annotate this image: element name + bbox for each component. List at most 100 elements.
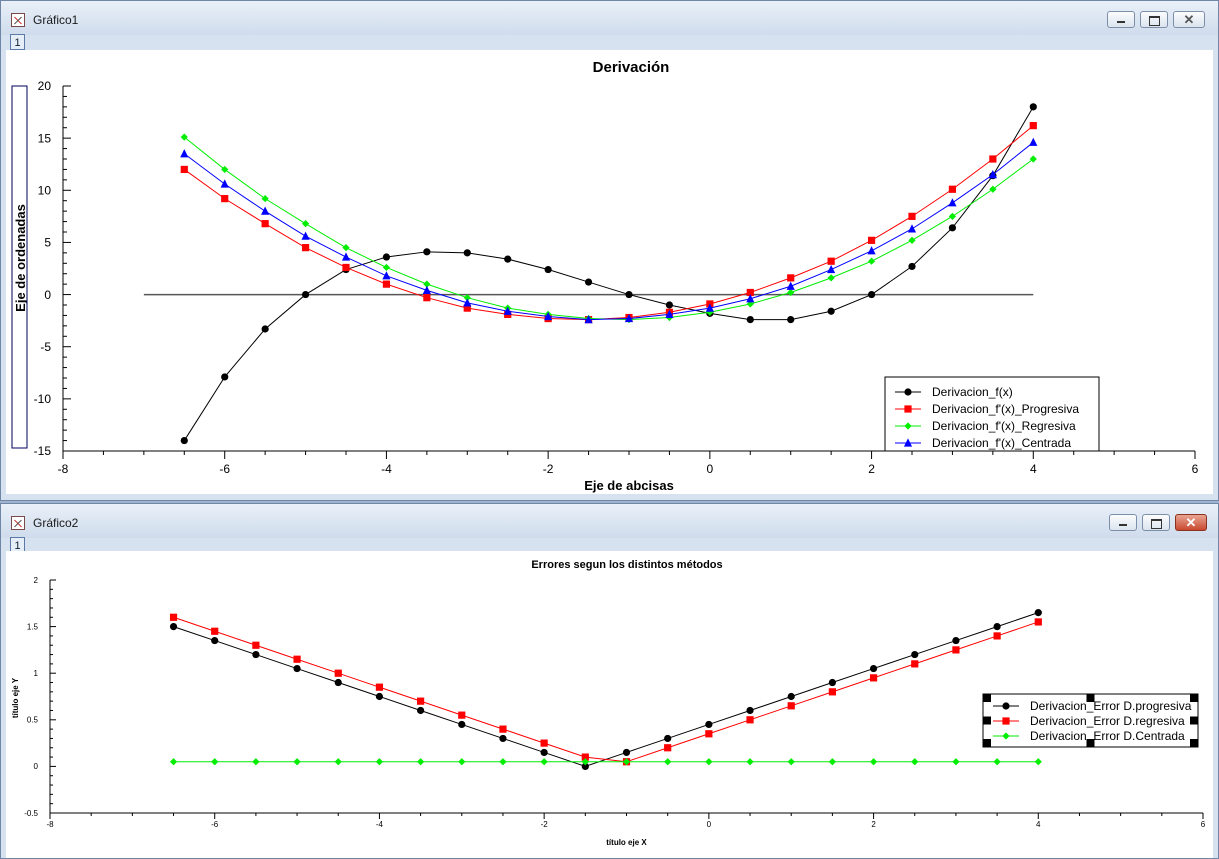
data-point (463, 298, 472, 307)
data-point (375, 758, 384, 766)
series-line-1 (183, 106, 1034, 441)
chart-app-icon (11, 516, 25, 530)
data-point (180, 149, 189, 158)
legend-resize-handle (1086, 694, 1095, 702)
x-tick-label: 6 (1192, 462, 1199, 476)
data-point (261, 206, 270, 215)
legend-swatch-marker (904, 405, 912, 413)
data-point (993, 632, 1001, 640)
data-point (458, 758, 466, 766)
data-point (787, 274, 795, 282)
data-point (911, 650, 919, 659)
x-tick-label: -6 (211, 820, 219, 829)
data-point (341, 252, 351, 261)
chart-derivacion: -8 -6 -4 -2 0 2 4 6 -15 -10 -5 0 5 10 15 20 Derivación Ej… (6, 50, 1213, 494)
data-point (540, 739, 548, 747)
chart-title: Derivación (593, 59, 670, 76)
y-label-frame (11, 85, 28, 449)
legend-resize-handle (983, 716, 991, 725)
data-point (417, 758, 425, 766)
maximize-button[interactable] (1140, 11, 1168, 28)
close-icon: ✕ (1183, 12, 1195, 27)
data-point (787, 702, 795, 710)
data-point (948, 212, 957, 220)
title-bar[interactable]: Gráfico1 ✕ (1, 1, 1218, 35)
y-axis-label: título eje Y (11, 677, 20, 718)
y-axis-label: Eje de ordenadas (13, 204, 28, 312)
data-point (221, 195, 229, 203)
y-tick-label: 5 (44, 236, 51, 250)
data-point (746, 316, 754, 324)
legend-resize-handle (1190, 694, 1198, 702)
data-point (301, 231, 310, 240)
data-point (993, 758, 1001, 766)
data-point (261, 220, 269, 228)
legend-item: Derivacion_Error D.Centrada (1030, 729, 1185, 743)
minimize-button[interactable] (1107, 11, 1135, 28)
data-point (827, 274, 835, 282)
x-axis-label: título eje X (606, 838, 647, 847)
legend-item: Derivacion_f'(x)_Centrada (932, 436, 1071, 450)
data-point (1029, 122, 1037, 130)
y-tick-label: -10 (34, 392, 52, 406)
legend-swatch-marker (1002, 732, 1010, 740)
legend-resize-handle (1190, 716, 1198, 725)
y-tick-label: 0 (34, 762, 39, 771)
close-icon: ✕ (1185, 515, 1197, 530)
x-tick-label: -6 (219, 462, 230, 476)
data-point (342, 244, 350, 252)
data-point (867, 246, 876, 255)
data-point (952, 646, 960, 654)
data-point (827, 307, 835, 315)
data-point (499, 758, 507, 766)
data-point (948, 198, 957, 207)
data-point (625, 290, 633, 299)
minimize-button[interactable] (1109, 514, 1137, 531)
data-point (301, 220, 310, 228)
data-point (1029, 155, 1037, 163)
data-point (787, 288, 795, 297)
data-point (867, 257, 876, 265)
data-point (261, 195, 269, 203)
data-point (252, 650, 260, 659)
data-point (581, 753, 589, 761)
data-point (252, 758, 260, 766)
data-point (293, 758, 301, 766)
data-point (828, 688, 836, 696)
data-point (989, 185, 997, 193)
data-point (828, 758, 836, 766)
maximize-button[interactable] (1142, 514, 1170, 531)
data-point (221, 165, 229, 174)
title-bar[interactable]: Gráfico2 ✕ (1, 504, 1218, 538)
data-point (334, 678, 342, 687)
data-point (907, 224, 917, 233)
data-point (827, 257, 835, 265)
data-point (581, 758, 589, 766)
series-line-2 (173, 616, 1039, 763)
legend-swatch-marker (904, 388, 912, 396)
data-point (169, 758, 178, 766)
data-point (544, 265, 552, 274)
chart-title: Errores segun los distintos métodos (531, 559, 722, 571)
close-button[interactable]: ✕ (1175, 514, 1207, 531)
data-point (417, 697, 425, 705)
data-point (540, 748, 548, 757)
data-point (503, 306, 512, 315)
y-tick-label: 1.5 (27, 622, 39, 631)
data-point (463, 304, 471, 312)
legend-swatch-marker (1002, 702, 1010, 710)
data-point (382, 280, 391, 288)
data-point (544, 311, 553, 321)
y-tick-label: 15 (38, 131, 52, 145)
data-point (705, 730, 713, 738)
window-title: Gráfico1 (33, 13, 79, 27)
chart-tab[interactable]: 1 (10, 34, 25, 50)
x-tick-label: 4 (1036, 820, 1041, 829)
data-point (746, 758, 754, 766)
close-button[interactable]: ✕ (1173, 11, 1205, 28)
legend-swatch-marker (903, 438, 913, 447)
legend-resize-handle (983, 694, 991, 702)
data-point (911, 758, 919, 766)
data-point (423, 280, 431, 288)
legend-resize-handle (983, 739, 991, 747)
